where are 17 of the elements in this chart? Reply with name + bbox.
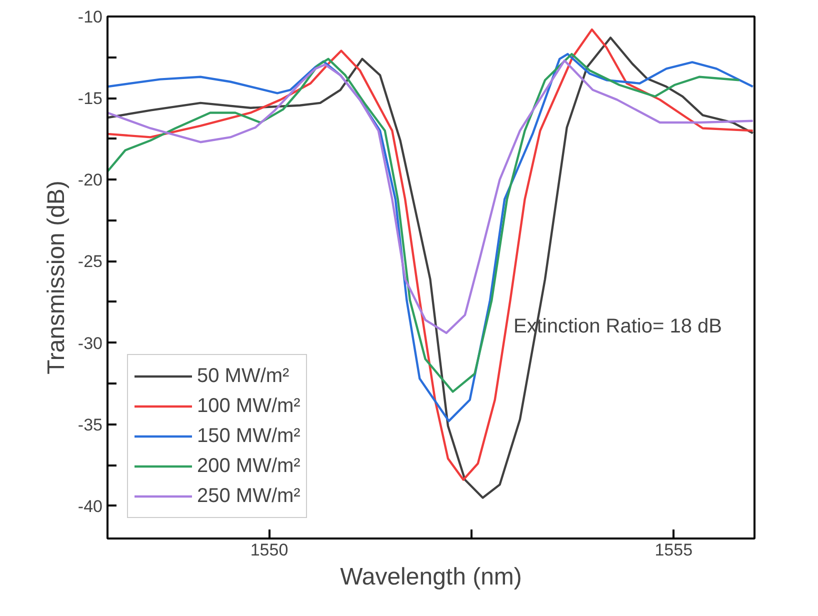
legend-label: 250 MW/m²	[197, 484, 300, 508]
x-tick-label: 1555	[654, 540, 693, 560]
x-axis-title: Wavelength (nm)	[340, 564, 522, 590]
y-tick-label: -20	[78, 170, 103, 190]
y-tick-label: -25	[78, 252, 103, 272]
y-axis-title: Transmission (dB)	[42, 180, 70, 374]
x-tick-label: 1550	[250, 540, 288, 560]
y-tick-label: -15	[78, 89, 103, 108]
y-tick-label: -40	[78, 496, 103, 516]
line-series	[108, 59, 754, 334]
legend-label: 50 MW/m²	[197, 364, 290, 388]
y-tick-label: -30	[78, 334, 103, 353]
legend-label: 150 MW/m²	[197, 424, 300, 448]
y-tick-label: -10	[78, 8, 103, 26]
legend-label: 100 MW/m²	[197, 394, 300, 418]
legend-label: 200 MW/m²	[197, 454, 300, 478]
y-tick-label: -35	[78, 415, 103, 434]
